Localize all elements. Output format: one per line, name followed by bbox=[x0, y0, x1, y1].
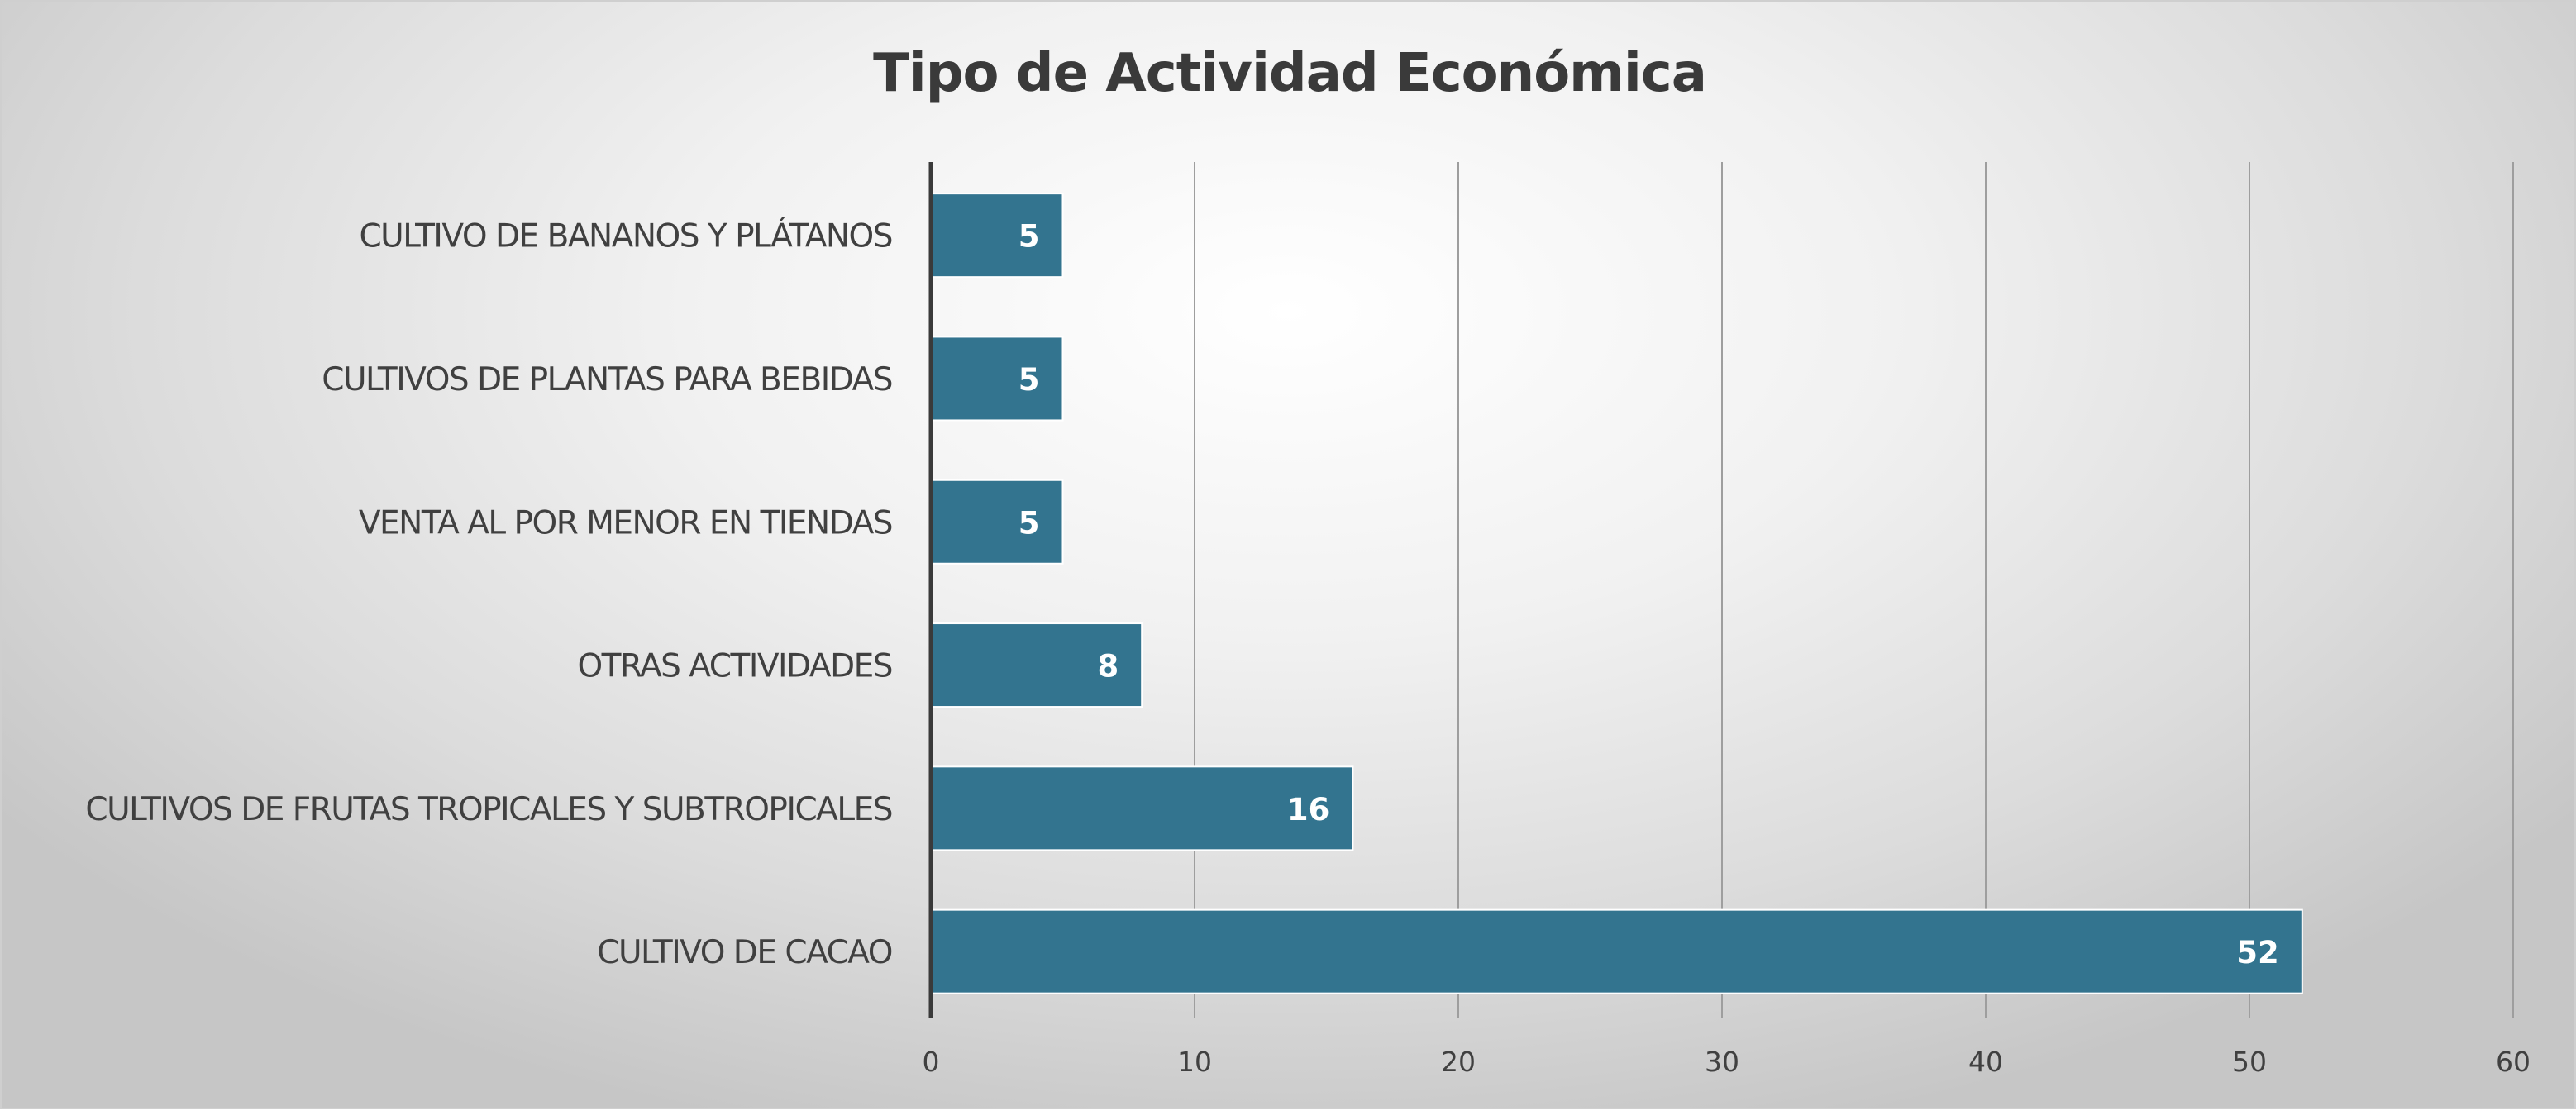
x-tick-label: 30 bbox=[1705, 1046, 1739, 1078]
x-tick-label: 20 bbox=[1441, 1046, 1476, 1078]
x-tick-label: 60 bbox=[2496, 1046, 2531, 1078]
x-tick-label: 0 bbox=[923, 1046, 940, 1078]
x-tick-label: 50 bbox=[2232, 1046, 2267, 1078]
x-tick-label: 40 bbox=[1968, 1046, 2003, 1078]
bar bbox=[930, 479, 1064, 565]
labels: 0 10 20 30 40 50 60 CULTIVO DE BANANOS Y PLÁTAN… bbox=[85, 217, 2531, 1078]
chart-title: Tipo de Actividad Económica bbox=[873, 43, 1706, 104]
x-tick-label: 10 bbox=[1177, 1046, 1212, 1078]
category-label: OTRAS ACTIVIDADES bbox=[577, 648, 892, 685]
category-label: VENTA AL POR MENOR EN TIENDAS bbox=[359, 504, 892, 541]
bar bbox=[930, 622, 1143, 708]
bar bbox=[930, 336, 1064, 422]
bars bbox=[930, 193, 2303, 994]
data-label: 16 bbox=[1287, 792, 1330, 827]
category-label: CULTIVOS DE FRUTAS TROPICALES Y SUBTROPI… bbox=[85, 791, 892, 828]
gridlines bbox=[1194, 162, 2514, 1018]
data-label: 8 bbox=[1097, 649, 1119, 684]
data-label: 5 bbox=[1018, 362, 1040, 398]
data-label: 52 bbox=[2236, 935, 2279, 970]
category-label: CULTIVO DE CACAO bbox=[597, 934, 892, 971]
category-label: CULTIVOS DE PLANTAS PARA BEBIDAS bbox=[322, 361, 892, 398]
bar bbox=[930, 908, 2303, 994]
data-label: 5 bbox=[1018, 505, 1040, 541]
category-label: CULTIVO DE BANANOS Y PLÁTANOS bbox=[359, 217, 892, 255]
bar bbox=[930, 193, 1064, 279]
data-label: 5 bbox=[1018, 219, 1040, 255]
